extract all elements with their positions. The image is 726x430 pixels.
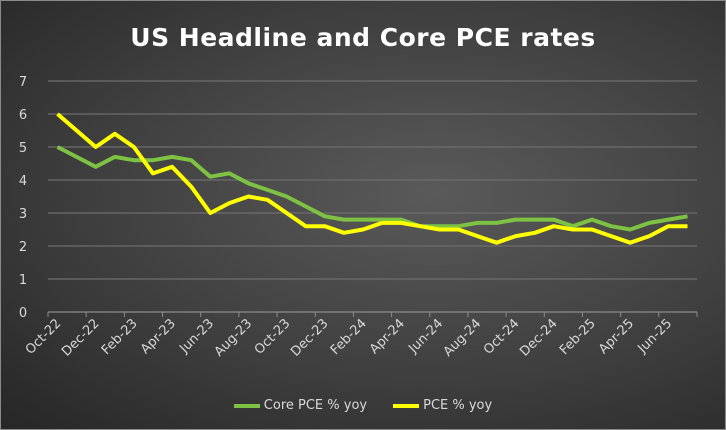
- y-tick-label: 6: [19, 108, 27, 123]
- y-tick-label: 0: [19, 306, 27, 321]
- legend: Core PCE % yoy PCE % yoy: [1, 398, 725, 413]
- x-tick-label: Dec-23: [288, 316, 331, 359]
- legend-swatch-pce: [393, 403, 420, 408]
- x-tick-label: Apr-24: [367, 316, 408, 357]
- y-tick-label: 4: [19, 174, 27, 189]
- x-tick-label: Oct-22: [23, 316, 65, 358]
- y-tick-label: 1: [19, 273, 27, 288]
- legend-label-core: Core PCE % yoy: [263, 398, 368, 413]
- x-tick-label: Dec-22: [59, 316, 102, 359]
- y-tick-label: 2: [19, 240, 27, 255]
- legend-item-core: Core PCE % yoy: [233, 398, 368, 413]
- x-tick-label: Apr-23: [138, 316, 179, 357]
- x-tick-label: Aug-24: [441, 316, 485, 360]
- y-tick-label: 7: [19, 75, 27, 90]
- x-tick-label: Jun-24: [405, 316, 446, 357]
- series-line-pce: [56, 112, 688, 245]
- x-tick-label: Aug-23: [212, 316, 256, 360]
- legend-item-pce: PCE % yoy: [393, 398, 492, 413]
- series-line-core-pce: [56, 145, 688, 232]
- x-tick-label: Oct-24: [481, 316, 523, 358]
- x-tick-label: Apr-25: [596, 316, 637, 357]
- y-tick-label: 5: [19, 141, 27, 156]
- legend-swatch-core: [233, 403, 260, 408]
- x-tick-label: Feb-23: [99, 316, 141, 358]
- x-tick-label: Jun-25: [635, 316, 676, 357]
- x-tick-label: Feb-25: [557, 316, 599, 358]
- x-tick-label: Dec-24: [517, 316, 560, 359]
- chart-title: US Headline and Core PCE rates: [130, 23, 596, 52]
- y-tick-label: 3: [19, 207, 27, 222]
- x-tick-label: Oct-23: [252, 316, 294, 358]
- legend-label-pce: PCE % yoy: [423, 398, 493, 413]
- x-tick-label: Jun-23: [176, 316, 217, 357]
- x-tick-label: Feb-24: [328, 316, 370, 358]
